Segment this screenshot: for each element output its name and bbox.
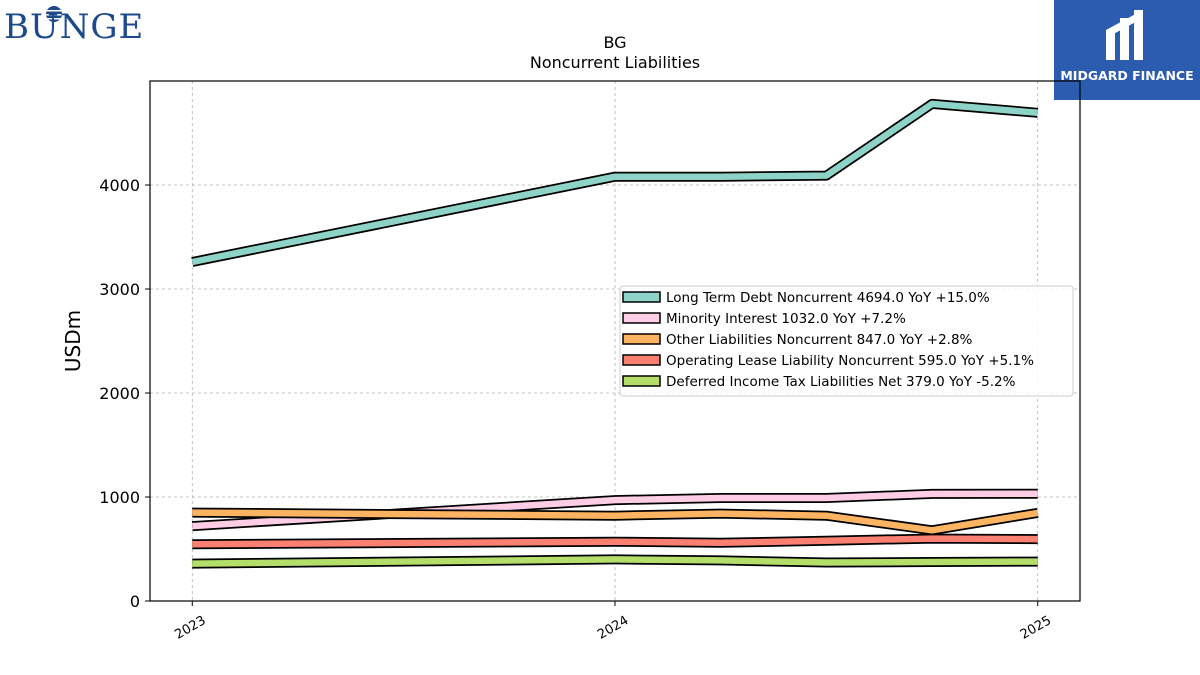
legend-swatch	[622, 354, 661, 366]
series-line-3	[192, 507, 1039, 536]
series-line-4	[192, 533, 1038, 550]
series-line-fill	[191, 100, 1038, 266]
x-axis-ticks: 2023 2024 2025	[172, 601, 1054, 643]
legend-swatch	[622, 291, 661, 303]
midgard-finance-name: MIDGARD FINANCE	[1060, 68, 1194, 83]
y-tick-label: 3000	[99, 280, 140, 299]
legend: Long Term Debt Noncurrent 4694.0 YoY +15…	[619, 285, 1074, 397]
y-tick-label: 1000	[99, 488, 140, 507]
y-axis-label: USDm	[61, 310, 85, 372]
series-line-2	[191, 488, 1038, 532]
legend-entry: Minority Interest 1032.0 YoY +7.2%	[666, 311, 906, 327]
series-line-fill	[192, 535, 1038, 548]
legend-entry: Long Term Debt Noncurrent 4694.0 YoY +15…	[666, 290, 990, 306]
series-line-fill	[192, 556, 1038, 567]
series-line-1	[191, 98, 1039, 267]
legend-swatch	[622, 312, 661, 324]
y-tick-label: 4000	[99, 176, 140, 195]
legend-entry: Other Liabilities Noncurrent 847.0 YoY +…	[666, 332, 973, 348]
series-line-fill	[192, 490, 1038, 530]
y-axis-ticks: 0 1000 2000 3000 4000	[99, 176, 150, 611]
x-tick-label: 2024	[595, 613, 631, 643]
bunge-emblem-icon	[46, 6, 62, 22]
legend-swatch	[622, 375, 661, 387]
series-lines	[191, 98, 1039, 569]
chart-subtitle: Noncurrent Liabilities	[530, 53, 700, 72]
series-line-5	[192, 554, 1038, 569]
series-line-fill	[192, 509, 1039, 534]
y-tick-label: 2000	[99, 384, 140, 403]
legend-box	[619, 285, 1074, 397]
midgard-emblem-icon	[1106, 10, 1143, 60]
x-tick-label: 2023	[172, 613, 208, 643]
bunge-wordmark: BUNGE	[4, 7, 145, 47]
x-tick-label: 2025	[1018, 613, 1054, 643]
midgard-finance-logo: MIDGARD FINANCE	[1054, 0, 1200, 100]
bunge-logo: BUNGE	[4, 4, 174, 46]
chart-title: BG	[603, 33, 626, 52]
legend-swatch	[622, 333, 661, 345]
legend-entry: Deferred Income Tax Liabilities Net 379.…	[666, 374, 1016, 390]
legend-entry: Operating Lease Liability Noncurrent 595…	[666, 353, 1034, 369]
y-tick-label: 0	[130, 592, 140, 611]
